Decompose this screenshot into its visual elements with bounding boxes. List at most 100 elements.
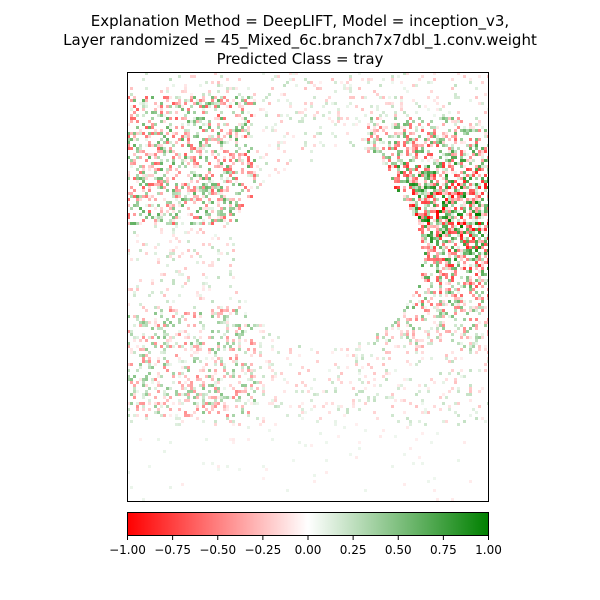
heatmap-cell (427, 480, 430, 483)
heatmap-cell (244, 315, 247, 318)
heatmap-cell (235, 150, 238, 153)
heatmap-cell (448, 300, 451, 303)
heatmap-cell (415, 291, 418, 294)
heatmap-cell (388, 165, 391, 168)
heatmap-cell (304, 78, 307, 81)
heatmap-cell (337, 120, 340, 123)
heatmap-cell (454, 162, 457, 165)
heatmap-cell (478, 75, 481, 78)
heatmap-cell (166, 222, 169, 225)
heatmap-cell (229, 105, 232, 108)
heatmap-cell (244, 312, 247, 315)
heatmap-cell (304, 141, 307, 144)
heatmap-cell (214, 102, 217, 105)
heatmap-cell (277, 144, 280, 147)
heatmap-cell (397, 321, 400, 324)
heatmap-cell (187, 390, 190, 393)
heatmap-cell (214, 96, 217, 99)
heatmap-cell (469, 231, 472, 234)
heatmap-cell (169, 201, 172, 204)
heatmap-cell (469, 210, 472, 213)
heatmap-cell (469, 177, 472, 180)
heatmap-cell (217, 114, 220, 117)
heatmap-cell (463, 171, 466, 174)
heatmap-cell (157, 438, 160, 441)
heatmap-cell (439, 339, 442, 342)
heatmap-cell (160, 192, 163, 195)
heatmap-cell (163, 390, 166, 393)
heatmap-cell (433, 219, 436, 222)
heatmap-cell (460, 129, 463, 132)
heatmap-cell (430, 342, 433, 345)
heatmap-cell (319, 417, 322, 420)
heatmap-cell (388, 351, 391, 354)
heatmap-cell (412, 294, 415, 297)
heatmap-cell (394, 345, 397, 348)
heatmap-cell (481, 264, 484, 267)
heatmap-cell (424, 297, 427, 300)
heatmap-cell (235, 360, 238, 363)
heatmap-cell (202, 462, 205, 465)
heatmap-cell (475, 183, 478, 186)
heatmap-cell (436, 162, 439, 165)
heatmap-cell (481, 102, 484, 105)
heatmap-cell (214, 165, 217, 168)
heatmap-cell (409, 420, 412, 423)
heatmap-cell (442, 135, 445, 138)
heatmap-cell (169, 105, 172, 108)
heatmap-cell (469, 138, 472, 141)
heatmap-cell (433, 183, 436, 186)
heatmap-cell (241, 189, 244, 192)
heatmap-cell (415, 204, 418, 207)
heatmap-cell (148, 213, 151, 216)
heatmap-cell (163, 396, 166, 399)
heatmap-cell (271, 348, 274, 351)
heatmap-cell (148, 144, 151, 147)
heatmap-cell (406, 198, 409, 201)
heatmap-cell (463, 267, 466, 270)
heatmap-cell (277, 99, 280, 102)
heatmap-cell (223, 309, 226, 312)
heatmap-cell (130, 258, 133, 261)
heatmap-cell (175, 417, 178, 420)
heatmap-cell (445, 291, 448, 294)
heatmap-cell (421, 315, 424, 318)
heatmap-cell (394, 141, 397, 144)
heatmap-cell (181, 135, 184, 138)
heatmap-cell (202, 324, 205, 327)
heatmap-cell (187, 240, 190, 243)
heatmap-cell (163, 174, 166, 177)
heatmap-cell (181, 198, 184, 201)
heatmap-cell (229, 357, 232, 360)
heatmap-cell (403, 72, 406, 75)
heatmap-cell (181, 183, 184, 186)
heatmap-cell (232, 207, 235, 210)
heatmap-cell (355, 117, 358, 120)
heatmap-cell (298, 111, 301, 114)
heatmap-cell (184, 87, 187, 90)
heatmap-cell (220, 219, 223, 222)
heatmap-cell (316, 393, 319, 396)
heatmap-cell (424, 156, 427, 159)
heatmap-cell (400, 81, 403, 84)
heatmap-cell (187, 384, 190, 387)
heatmap-cell (334, 102, 337, 105)
heatmap-cell (382, 375, 385, 378)
heatmap-cell (244, 372, 247, 375)
heatmap-cell (202, 201, 205, 204)
heatmap-cell (472, 144, 475, 147)
heatmap-cell (397, 156, 400, 159)
heatmap-cell (238, 114, 241, 117)
heatmap-cell (430, 357, 433, 360)
heatmap-cell (460, 213, 463, 216)
heatmap-cell (439, 315, 442, 318)
heatmap-cell (421, 318, 424, 321)
heatmap-cell (451, 273, 454, 276)
heatmap-cell (163, 96, 166, 99)
heatmap-cell (169, 345, 172, 348)
heatmap-cell (253, 381, 256, 384)
heatmap-cell (469, 213, 472, 216)
heatmap-cell (163, 402, 166, 405)
heatmap-cell (373, 138, 376, 141)
heatmap-cell (190, 228, 193, 231)
